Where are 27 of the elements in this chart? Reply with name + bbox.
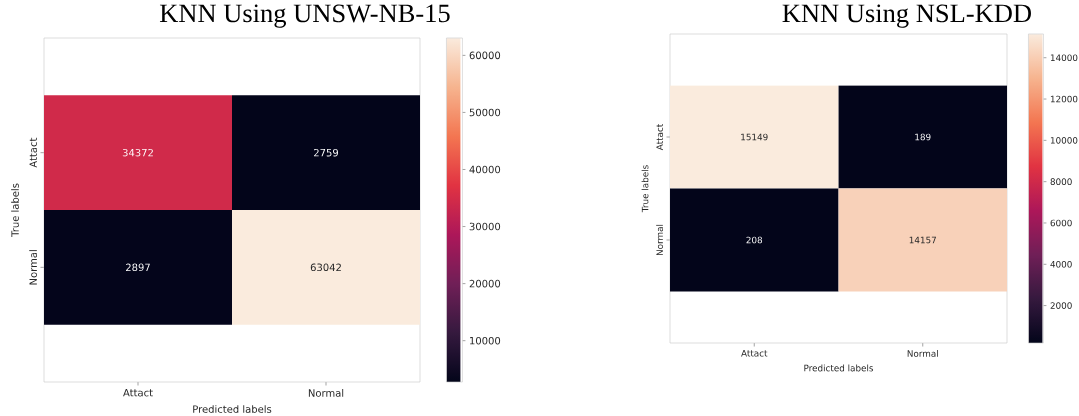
data-label: 34372 <box>122 148 153 157</box>
data-label: 189 <box>915 133 931 141</box>
color-bar-label: 14000 <box>1050 54 1078 62</box>
data-label: 14157 <box>909 236 936 244</box>
color-bar-label: 4000 <box>1050 260 1072 268</box>
chart-title: KNN Using NSL-KDD <box>782 4 1031 28</box>
color-bar-label: 40000 <box>469 165 501 174</box>
color-bar-label: 2000 <box>1050 302 1072 309</box>
x-axis-title: Predicted labels <box>193 405 272 413</box>
y-axis-title: True labels <box>641 165 649 213</box>
x-axis-title: Predicted labels <box>804 364 874 372</box>
color-bar-label: 50000 <box>469 108 501 117</box>
color-bar-label: 20000 <box>469 279 501 288</box>
data-label: 15149 <box>741 133 768 141</box>
data-label: 208 <box>746 236 763 244</box>
color-bar-label: 60000 <box>469 51 501 60</box>
data-label: 2759 <box>314 148 339 157</box>
data-label: 2897 <box>126 263 150 272</box>
chart-title: KNN Using UNSW-NB-15 <box>159 4 450 28</box>
color-bar-label: 10000 <box>470 336 501 345</box>
color-bar-label: 8000 <box>1050 178 1072 185</box>
color-bar-label: 10000 <box>1050 137 1078 144</box>
color-bar-label: 6000 <box>1050 219 1072 227</box>
data-label: 63042 <box>310 263 341 272</box>
color-bar-label: 12000 <box>1050 95 1078 103</box>
y-axis-title: True labels <box>11 183 19 237</box>
color-bar-label: 30000 <box>469 222 501 231</box>
